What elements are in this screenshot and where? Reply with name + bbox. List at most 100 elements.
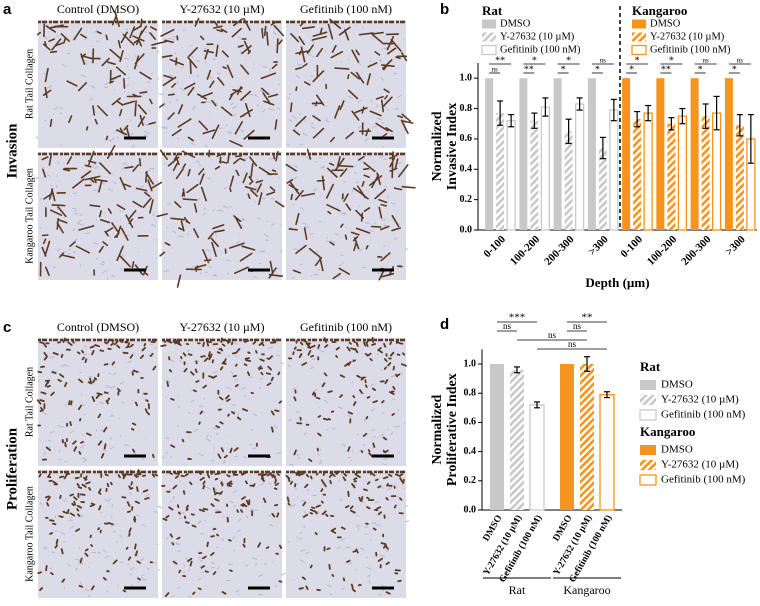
significance-label: ** [524, 64, 534, 75]
y-tick-label: 0.0 [460, 224, 473, 235]
significance-label: ns [737, 57, 744, 65]
bar [667, 123, 676, 230]
bar [560, 364, 574, 510]
collagen-texture [280, 478, 410, 596]
legend-swatch [640, 395, 656, 405]
legend-label: Gefitinib (100 nM) [500, 44, 581, 55]
legend-swatch [640, 445, 656, 455]
error-bar [604, 391, 610, 399]
error-bar [747, 114, 754, 164]
micrograph [38, 152, 158, 280]
bar [622, 78, 631, 230]
legend-swatch [631, 44, 647, 56]
micrograph [162, 152, 282, 280]
error-bar [508, 114, 515, 128]
legend-label: Gefitinib (100 nM) [661, 474, 746, 486]
bar [656, 78, 665, 230]
bar [530, 120, 539, 230]
significance-label: ** [495, 55, 505, 66]
bar [690, 78, 699, 230]
cell-stains [285, 470, 405, 595]
bar [553, 78, 562, 230]
legend-swatch [640, 380, 656, 390]
y-axis-label-line: Normalized [430, 394, 445, 464]
comparison-label: ns [568, 339, 577, 349]
legend-label: Gefitinib (100 nM) [661, 409, 746, 421]
column-header: Gefitinib (100 nM) [300, 320, 392, 334]
bar [677, 115, 688, 231]
error-bar [634, 110, 641, 128]
error-bar [514, 366, 520, 374]
legend-label: DMSO [500, 18, 531, 29]
cell-stains [39, 144, 165, 277]
bar [564, 131, 573, 230]
y-axis-label-line: Normalized [430, 111, 445, 181]
bar [485, 78, 494, 230]
comparison-label: *** [509, 312, 526, 324]
error-bar [565, 118, 572, 145]
significance-label: * [566, 55, 571, 66]
group-label: Rat [509, 583, 526, 597]
legend-label: DMSO [661, 379, 693, 391]
bar [633, 119, 642, 230]
error-bar [645, 104, 652, 122]
cell-stains [156, 149, 285, 288]
comparison-label: ns [573, 321, 582, 331]
column-header: Gefitinib (100 nM) [300, 2, 392, 16]
cell-stains [151, 17, 285, 147]
y-axis-label: NormalizedProliferative Index [430, 373, 460, 486]
significance-label: * [732, 64, 737, 75]
legend-group-title: Rat [640, 359, 661, 374]
legend-swatch [639, 474, 657, 486]
x-tick-label: 200-300 [542, 233, 577, 268]
legend-swatch [482, 32, 496, 42]
bar [599, 394, 615, 511]
error-bar [679, 107, 686, 125]
error-bar [736, 114, 743, 137]
group-label: Kangaroo [563, 583, 610, 597]
legend-swatch [632, 19, 646, 29]
bar [574, 103, 585, 231]
legend-group-title: Kangaroo [640, 424, 695, 439]
micrograph [38, 338, 158, 466]
bar [540, 106, 551, 231]
micrograph [286, 20, 406, 148]
x-tick-label: 200-300 [679, 233, 714, 268]
bar [490, 364, 504, 510]
y-tick-label: 0.4 [460, 164, 473, 175]
y-axis-label-line: Proliferative Index [445, 373, 460, 486]
legend-label: DMSO [650, 18, 681, 29]
significance-label: * [595, 64, 600, 75]
x-tick-label: >300 [723, 233, 748, 258]
legend-label: Y-27632 (10 µM) [500, 31, 575, 42]
column-header: Control (DMSO) [57, 320, 139, 334]
significance-label: * [561, 64, 566, 75]
bar [643, 112, 653, 231]
panel-label: d [440, 316, 449, 333]
x-tick-label: 0-100 [481, 233, 508, 260]
y-tick-label: 0.6 [464, 417, 477, 428]
row-label: Kangaroo Tail Collagen [24, 168, 35, 264]
cell-stains [289, 18, 414, 143]
micrograph [286, 338, 406, 466]
micrograph [162, 338, 282, 466]
significance-label: * [698, 64, 703, 75]
error-bar [713, 95, 720, 131]
micrograph [286, 470, 406, 598]
x-axis-label: Depth (µm) [585, 275, 649, 290]
y-axis-label-line: Invasive Index [445, 103, 460, 191]
legend-swatch [640, 460, 656, 470]
x-tick-label: 100-200 [645, 233, 680, 268]
error-bar [610, 98, 617, 122]
error-bar [542, 97, 549, 117]
collagen-texture [39, 482, 161, 598]
y-tick-label: 0.6 [460, 133, 473, 144]
significance-label: ns [492, 66, 499, 74]
legend-swatch [482, 19, 496, 29]
error-bar [584, 356, 590, 372]
y-tick-label: 1.0 [460, 72, 473, 83]
bar [510, 369, 524, 510]
bar [580, 364, 594, 510]
error-bar [599, 136, 606, 160]
